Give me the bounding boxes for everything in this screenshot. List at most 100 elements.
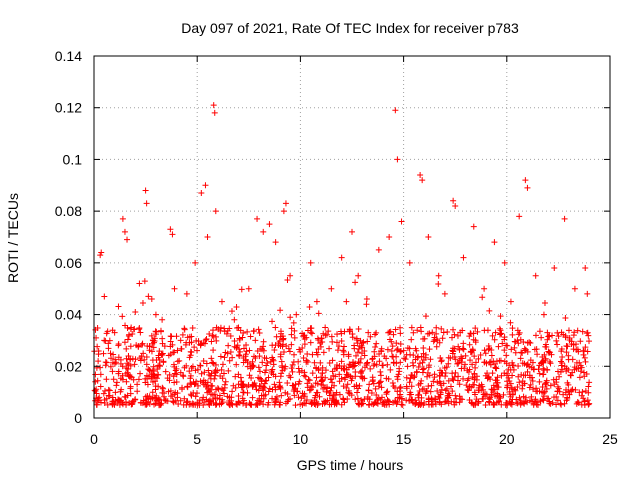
roti-point bbox=[522, 394, 529, 401]
roti-point bbox=[494, 390, 501, 397]
roti-point bbox=[230, 382, 237, 389]
roti-point bbox=[426, 346, 433, 353]
roti-point bbox=[95, 347, 102, 354]
roti-point bbox=[579, 389, 586, 396]
roti-point bbox=[272, 373, 279, 380]
roti-point bbox=[496, 325, 503, 332]
roti-point bbox=[146, 343, 153, 350]
roti-point bbox=[200, 394, 207, 401]
roti-point bbox=[192, 367, 199, 374]
roti-point bbox=[558, 346, 565, 353]
roti-point bbox=[475, 355, 482, 362]
roti-point bbox=[273, 393, 280, 400]
roti-point bbox=[225, 342, 232, 349]
roti-point bbox=[355, 345, 362, 352]
roti-point bbox=[167, 226, 174, 233]
roti-point bbox=[376, 379, 383, 386]
roti-point bbox=[182, 341, 189, 348]
roti-point bbox=[250, 327, 257, 334]
roti-point bbox=[553, 337, 560, 344]
roti-point bbox=[473, 376, 480, 383]
roti-point bbox=[551, 265, 558, 272]
roti-point bbox=[136, 326, 143, 333]
roti-point bbox=[318, 381, 325, 388]
roti-point bbox=[138, 341, 145, 348]
roti-point bbox=[174, 390, 181, 397]
roti-point bbox=[341, 376, 348, 383]
roti-point bbox=[109, 359, 116, 366]
roti-point bbox=[367, 365, 374, 372]
roti-point bbox=[457, 329, 464, 336]
roti-point bbox=[212, 402, 219, 409]
roti-point bbox=[322, 324, 329, 331]
roti-point bbox=[256, 399, 263, 406]
roti-point bbox=[442, 387, 449, 394]
roti-point bbox=[307, 259, 314, 266]
roti-point bbox=[484, 370, 491, 377]
roti-point bbox=[127, 326, 134, 333]
roti-point bbox=[143, 200, 150, 207]
roti-point bbox=[356, 382, 363, 389]
roti-point bbox=[479, 395, 486, 402]
roti-point bbox=[304, 327, 311, 334]
roti-point bbox=[403, 397, 410, 404]
roti-point bbox=[539, 396, 546, 403]
roti-point bbox=[95, 395, 102, 402]
roti-point bbox=[278, 392, 285, 399]
roti-point bbox=[553, 401, 560, 408]
roti-point bbox=[577, 368, 584, 375]
roti-point bbox=[384, 361, 391, 368]
plot-frame bbox=[93, 55, 611, 419]
roti-point bbox=[507, 298, 514, 305]
roti-point bbox=[477, 351, 484, 358]
roti-point bbox=[315, 367, 322, 374]
roti-point bbox=[377, 396, 384, 403]
roti-point bbox=[300, 355, 307, 362]
roti-point bbox=[259, 359, 266, 366]
roti-point bbox=[524, 184, 531, 191]
roti-point bbox=[444, 329, 451, 336]
roti-point bbox=[387, 366, 394, 373]
roti-point bbox=[109, 401, 116, 408]
roti-point bbox=[386, 329, 393, 336]
roti-point bbox=[313, 389, 320, 396]
roti-point bbox=[320, 349, 327, 356]
roti-point bbox=[247, 360, 254, 367]
roti-point bbox=[137, 329, 144, 336]
roti-point bbox=[420, 356, 427, 363]
roti-point bbox=[304, 380, 311, 387]
roti-point bbox=[449, 388, 456, 395]
roti-point bbox=[192, 393, 199, 400]
roti-point bbox=[539, 383, 546, 390]
roti-point bbox=[219, 396, 226, 403]
roti-point bbox=[447, 355, 454, 362]
roti-point bbox=[518, 349, 525, 356]
roti-point bbox=[229, 388, 236, 395]
roti-point bbox=[115, 397, 122, 404]
roti-point bbox=[526, 339, 533, 346]
roti-point bbox=[212, 208, 219, 215]
roti-point bbox=[501, 358, 508, 365]
roti-point bbox=[101, 293, 108, 300]
roti-point bbox=[488, 352, 495, 359]
roti-point bbox=[470, 223, 477, 230]
roti-point bbox=[459, 345, 466, 352]
roti-point bbox=[258, 376, 265, 383]
roti-point bbox=[222, 378, 229, 385]
roti-point bbox=[406, 379, 413, 386]
roti-point bbox=[162, 368, 169, 375]
roti-point bbox=[205, 385, 212, 392]
roti-point bbox=[288, 341, 295, 348]
roti-point bbox=[360, 339, 367, 346]
roti-point bbox=[451, 353, 458, 360]
roti-point bbox=[210, 347, 217, 354]
roti-point bbox=[328, 285, 335, 292]
roti-point bbox=[370, 401, 377, 408]
roti-point bbox=[538, 334, 545, 341]
roti-point bbox=[119, 401, 126, 408]
roti-point bbox=[580, 369, 587, 376]
roti-point bbox=[424, 369, 431, 376]
roti-point bbox=[235, 393, 242, 400]
roti-point bbox=[585, 401, 592, 408]
roti-point bbox=[277, 399, 284, 406]
